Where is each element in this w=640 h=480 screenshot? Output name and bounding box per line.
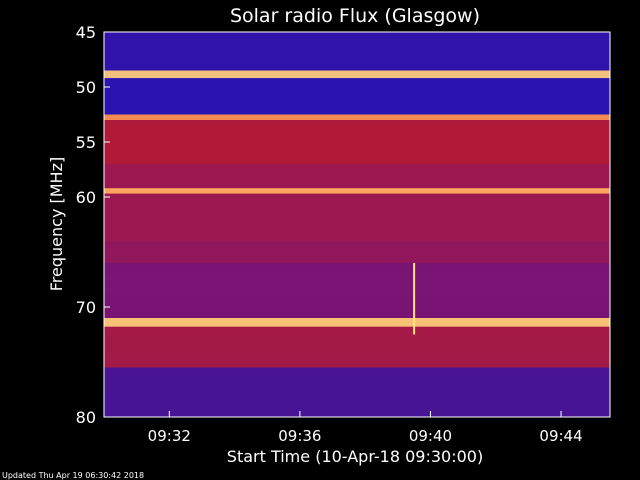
y-axis-label: Frequency [MHz] [47, 157, 66, 291]
spectral-bands [104, 32, 610, 417]
band-6 [104, 188, 610, 194]
x-tick-label-1: 09:36 [278, 427, 321, 445]
x-axis-label: Start Time (10-Apr-18 09:30:00) [227, 447, 483, 466]
plot-area [103, 31, 611, 418]
band-2 [104, 78, 610, 115]
band-7 [104, 193, 610, 241]
x-tick-label-2: 09:40 [409, 427, 452, 445]
band-4 [104, 120, 610, 164]
y-tick-label-45: 45 [76, 23, 96, 42]
burst-marks [413, 263, 416, 335]
x-tick-label-0: 09:32 [148, 427, 191, 445]
band-9 [104, 263, 610, 318]
x-axis: 09:32 09:36 09:40 09:44 [148, 411, 583, 445]
y-tick-label-70: 70 [76, 298, 96, 317]
y-tick-label-55: 55 [76, 133, 96, 152]
y-tick-label-60: 60 [76, 188, 96, 207]
x-tick-label-3: 09:44 [539, 427, 582, 445]
band-0 [104, 32, 610, 71]
chart-title: Solar radio Flux (Glasgow) [230, 5, 480, 27]
band-12 [104, 367, 610, 417]
band-8 [104, 241, 610, 263]
y-axis: 45 50 55 60 70 80 [76, 23, 110, 427]
band-10 [104, 318, 610, 327]
burst-line [413, 263, 416, 335]
band-11 [104, 326, 610, 368]
band-1 [104, 70, 610, 79]
band-5 [104, 164, 610, 189]
y-tick-label-80: 80 [76, 408, 96, 427]
footer-updated: Updated Thu Apr 19 06:30:42 2018 [2, 471, 144, 480]
y-tick-label-50: 50 [76, 78, 96, 97]
band-3 [104, 114, 610, 120]
